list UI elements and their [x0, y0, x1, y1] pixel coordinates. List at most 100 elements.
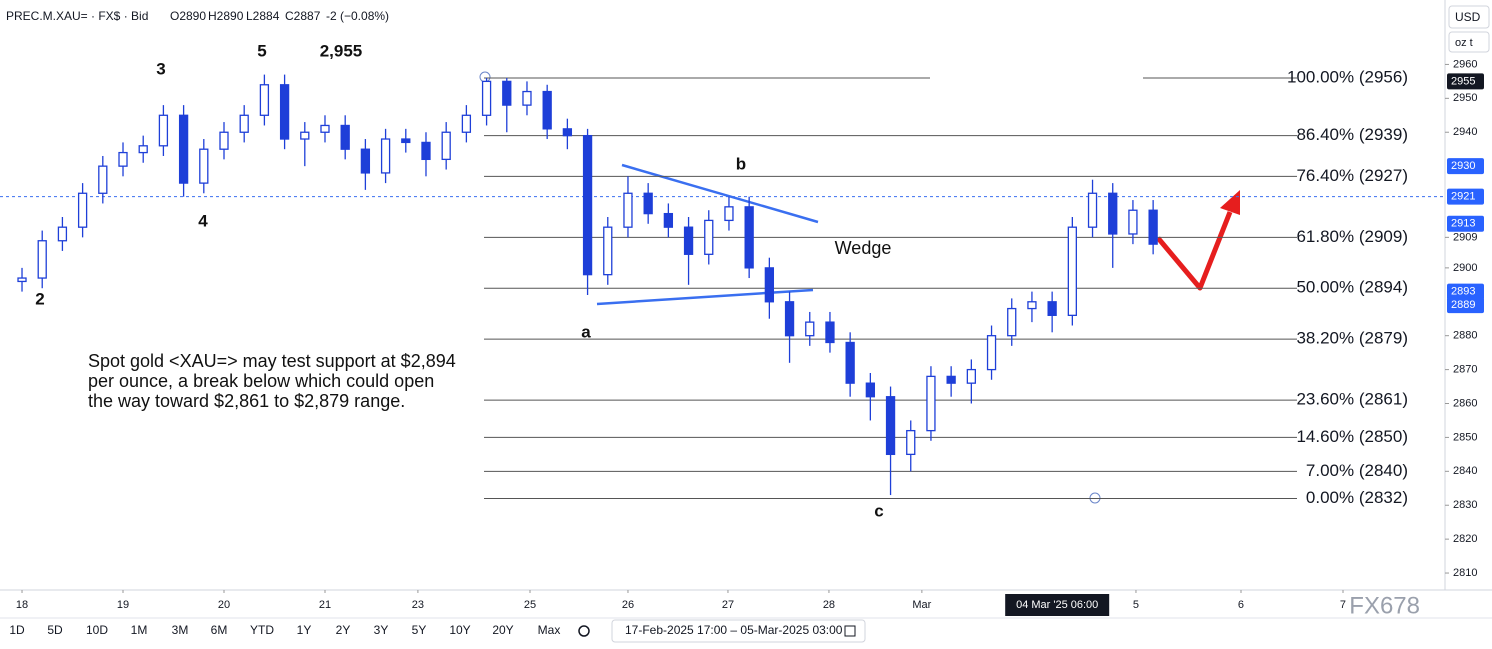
range-button[interactable]: 1D — [9, 623, 25, 637]
candle-body — [926, 375, 936, 432]
y-tick-label: 2900 — [1453, 262, 1477, 274]
fib-label: 50.00% (2894) — [1296, 278, 1408, 297]
candle-body — [1007, 307, 1017, 337]
candle-body — [562, 128, 573, 137]
y-tick-label: 2820 — [1453, 533, 1477, 545]
x-tick-label: 20 — [218, 599, 230, 611]
candle-body — [138, 145, 148, 154]
candle-body — [764, 267, 775, 303]
candle-body — [1087, 192, 1098, 228]
currency-button[interactable] — [1448, 5, 1490, 29]
settings-icon[interactable] — [578, 625, 590, 637]
x-tick-label: 7 — [1340, 599, 1346, 611]
candle-body — [17, 277, 27, 283]
y-tick-label: 2850 — [1453, 431, 1477, 443]
candle-body — [986, 335, 997, 371]
x-tick-label: 18 — [16, 599, 28, 611]
ohlc-low: L2884 — [246, 9, 280, 23]
crosshair-label: 04 Mar '25 06:00 — [1016, 599, 1098, 611]
x-tick-label: 25 — [524, 599, 536, 611]
y-tick-label: 2870 — [1453, 364, 1477, 376]
note-line: Spot gold <XAU=> may test support at $2,… — [88, 351, 456, 371]
range-button[interactable]: Max — [538, 623, 561, 637]
range-button[interactable]: 3Y — [374, 623, 389, 637]
x-tick-label: 28 — [823, 599, 835, 611]
y-tick-label: 2950 — [1453, 92, 1477, 104]
wave-label: 3 — [156, 59, 165, 78]
y-tick-label: 2909 — [1453, 231, 1477, 243]
x-tick-label: 19 — [117, 599, 129, 611]
price-label: 2889 — [1451, 299, 1475, 311]
candle-body — [1148, 209, 1158, 245]
candle-body — [966, 368, 976, 384]
price-label-box — [1447, 188, 1484, 205]
range-button[interactable]: 5D — [47, 623, 63, 637]
candle-body — [219, 131, 229, 150]
date-range-box[interactable] — [611, 619, 866, 643]
wave-label: c — [874, 501, 883, 520]
candle-body — [461, 114, 472, 133]
ohlc-high: H2890 — [208, 9, 244, 23]
ohlc-open: O2890 — [170, 9, 206, 23]
range-button[interactable]: 1Y — [297, 623, 312, 637]
fib-anchor — [479, 71, 491, 83]
candle-body — [279, 84, 290, 140]
candle-body — [845, 341, 855, 384]
range-button[interactable]: 1M — [131, 623, 148, 637]
x-tick-label: 21 — [319, 599, 331, 611]
range-button[interactable]: 10Y — [449, 623, 470, 637]
candle-body — [502, 80, 512, 106]
note-line: per ounce, a break below which could ope… — [88, 371, 434, 391]
x-tick-label: 23 — [412, 599, 424, 611]
crosshair-label-box — [1005, 594, 1110, 616]
fib-label: 7.00% (2840) — [1306, 461, 1408, 480]
wedge-upper — [621, 163, 819, 224]
wave-label: 2,955 — [320, 41, 363, 60]
price-label-box — [1447, 297, 1484, 314]
range-button[interactable]: 6M — [211, 623, 228, 637]
candle-body — [77, 192, 88, 228]
candle-body — [683, 226, 694, 255]
candle-body — [906, 429, 916, 456]
y-tick-label: 2810 — [1453, 567, 1477, 579]
wave-label: 2 — [35, 289, 44, 308]
candle-body — [239, 114, 249, 133]
symbol: PREC.M.XAU= · FX$ · Bid — [6, 9, 148, 23]
candle-body — [623, 192, 633, 228]
range-button[interactable]: 5Y — [412, 623, 427, 637]
x-tick-label: Mar — [912, 599, 931, 611]
candle-body — [340, 124, 350, 150]
candle-body — [663, 212, 674, 228]
ohlc-change: -2 (−0.08%) — [326, 9, 389, 23]
watermark: FX678 — [1349, 592, 1420, 619]
currency[interactable]: USD — [1455, 10, 1481, 24]
wedge-lower — [596, 288, 814, 306]
candle-body — [603, 226, 613, 276]
candle-body — [724, 206, 734, 222]
range-button[interactable]: 10D — [86, 623, 108, 637]
wave-label: a — [581, 322, 591, 341]
price-label: 2893 — [1451, 286, 1475, 298]
range-button[interactable]: 20Y — [492, 623, 513, 637]
y-tick-label: 2840 — [1453, 465, 1477, 477]
fib-label: 23.60% (2861) — [1296, 390, 1408, 409]
unit[interactable]: oz t — [1455, 37, 1473, 49]
unit-button[interactable] — [1448, 31, 1490, 53]
candle-body — [401, 138, 411, 144]
range-button[interactable]: 3M — [172, 623, 189, 637]
y-tick-label: 2960 — [1453, 58, 1477, 70]
range-button[interactable]: 2Y — [336, 623, 351, 637]
price-label-box — [1447, 283, 1484, 300]
date-range[interactable]: 17-Feb-2025 17:00 – 05-Mar-2025 03:00 — [625, 623, 843, 637]
candle-body — [300, 131, 310, 140]
candle-body — [178, 114, 189, 184]
candle-body — [946, 375, 956, 384]
candle-body — [643, 192, 653, 215]
arrow-head — [1220, 190, 1240, 215]
candle-body — [1128, 209, 1138, 235]
candle-body — [825, 321, 835, 344]
ohlc-close: C2887 — [285, 9, 321, 23]
calendar-icon[interactable] — [844, 625, 856, 637]
fib-label: 86.40% (2939) — [1296, 125, 1408, 144]
range-button[interactable]: YTD — [250, 623, 274, 637]
